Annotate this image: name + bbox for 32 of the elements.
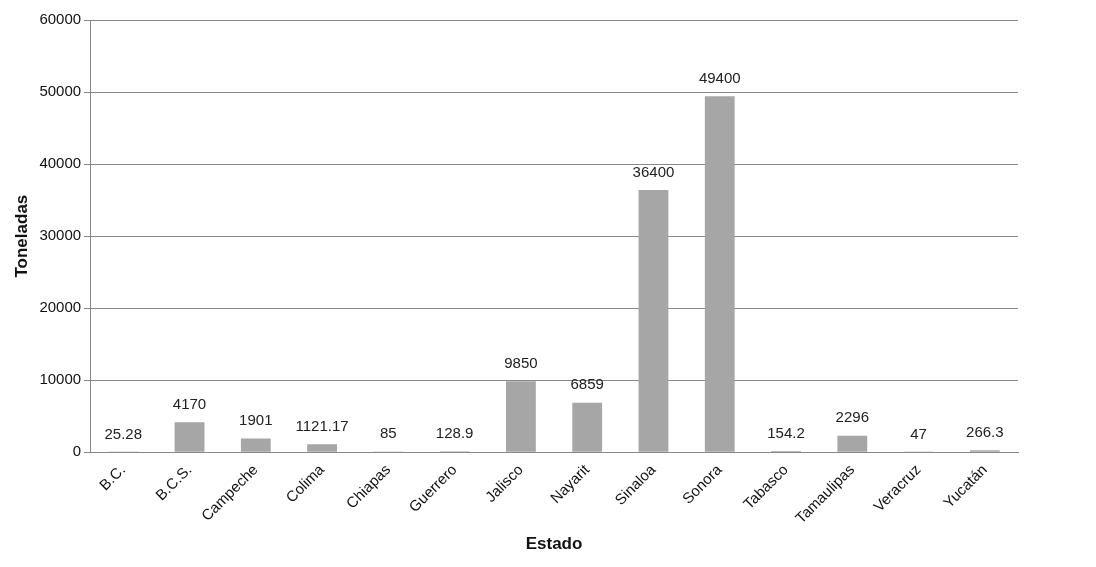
data-label: 128.9 [435,423,474,441]
bar [174,422,205,452]
bar [572,402,603,452]
data-label: 1901 [239,411,273,429]
y-tick-label: 0 [72,442,82,460]
data-label: 266.3 [966,422,1004,440]
data-label: 25.28 [104,424,143,442]
y-tick-label: 10000 [39,370,82,388]
bar [240,438,271,452]
bar [704,96,735,452]
x-axis-title: Estado [525,534,583,554]
bar [638,190,669,452]
data-label: 154.2 [767,423,805,441]
y-tick-label: 50000 [39,82,82,100]
bar [506,381,536,452]
data-label: 36400 [632,162,675,180]
data-label: 6859 [570,375,604,393]
y-tick-label: 60000 [39,10,82,28]
data-label: 4170 [172,394,207,412]
y-axis-title: Toneladas [11,194,31,278]
data-label: 47 [910,424,927,442]
y-tick-label: 30000 [39,226,82,244]
y-tick-label: 20000 [39,298,82,316]
data-label: 1121.17 [295,416,349,434]
y-tick-label: 40000 [39,154,82,172]
data-label: 49400 [698,69,741,86]
bar [837,435,868,452]
x-tick-label: B.C. [95,460,129,494]
data-label: 9850 [504,353,538,371]
data-label: 85 [380,424,397,442]
bar [307,444,337,452]
data-label: 2296 [835,408,869,426]
